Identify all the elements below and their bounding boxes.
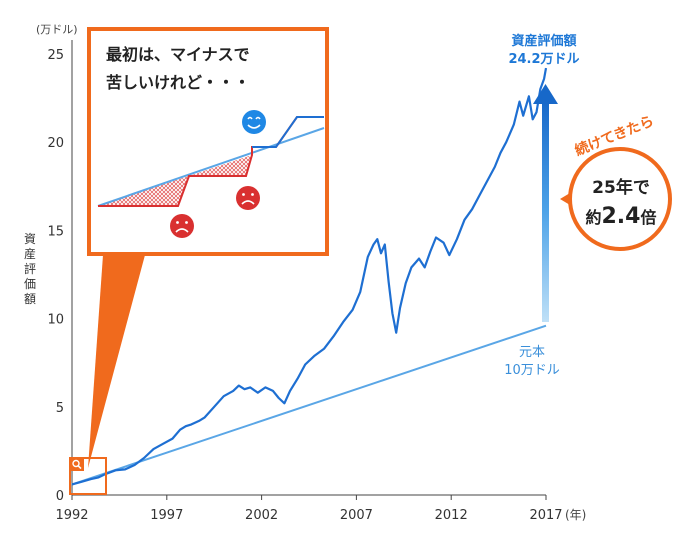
principal-line	[71, 324, 547, 486]
zoom-asset-line-overlay	[252, 116, 324, 148]
result-multiplier: 2.4	[602, 204, 641, 229]
sad-face-icon	[236, 186, 260, 210]
y-axis-title-char: 評	[24, 261, 36, 276]
x-tick-label: 1997	[150, 508, 183, 523]
y-tick-label: 15	[47, 224, 64, 239]
y-ticks: 0 5 10 15 20 25	[47, 48, 64, 504]
final-value-title: 資産評価額	[511, 33, 576, 49]
x-tick-label: 1992	[55, 508, 88, 523]
result-line2: 約2.4倍	[585, 204, 656, 229]
y-axis-title-char: 額	[24, 292, 36, 306]
zoom-principal-line	[97, 127, 325, 207]
result-line1: 25年で	[592, 177, 650, 198]
result-suffix: 倍	[640, 208, 656, 227]
x-tick-label: 2017	[529, 508, 562, 523]
principal-title: 元本	[519, 345, 545, 360]
zoom-callout: 最初は、マイナスで 苦しいけれど・・・	[87, 27, 329, 256]
zoom-connector	[88, 255, 145, 468]
zoom-marker-box	[69, 457, 107, 495]
result-prefix: 約	[585, 208, 601, 227]
x-tick-label: 2012	[435, 508, 468, 523]
x-ticks: 1992 1997 2002 2007 2012 2017	[55, 495, 563, 523]
loss-area	[189, 155, 252, 176]
y-axis-title-char: 資	[24, 232, 36, 246]
y-axis-title-char: 価	[24, 277, 36, 291]
y-axis-title: 資 産 評 価 額	[24, 232, 36, 306]
x-unit-label: (年)	[565, 508, 586, 522]
y-tick-label: 25	[47, 48, 64, 63]
zoom-callout-line2: 苦しいけれど・・・	[106, 73, 250, 92]
zoom-callout-line1: 最初は、マイナスで	[106, 45, 250, 64]
y-tick-label: 20	[47, 136, 64, 151]
magnifier-icon	[70, 458, 84, 471]
y-unit-label: (万ドル)	[36, 23, 78, 36]
sad-face-icon	[170, 214, 194, 238]
final-value-label: 24.2万ドル	[508, 52, 579, 67]
x-tick-label: 2002	[245, 508, 278, 523]
growth-arrow	[533, 84, 558, 322]
x-tick-label: 2007	[340, 508, 373, 523]
result-bubble: 25年で 約2.4倍	[560, 147, 672, 251]
asset-value-line	[71, 67, 548, 486]
y-tick-label: 5	[56, 401, 64, 416]
y-axis-title-char: 産	[24, 246, 36, 261]
smile-face-icon	[242, 110, 266, 134]
principal-value-label: 10万ドル	[504, 363, 560, 378]
y-tick-label: 0	[56, 489, 64, 504]
y-tick-label: 10	[47, 313, 64, 328]
